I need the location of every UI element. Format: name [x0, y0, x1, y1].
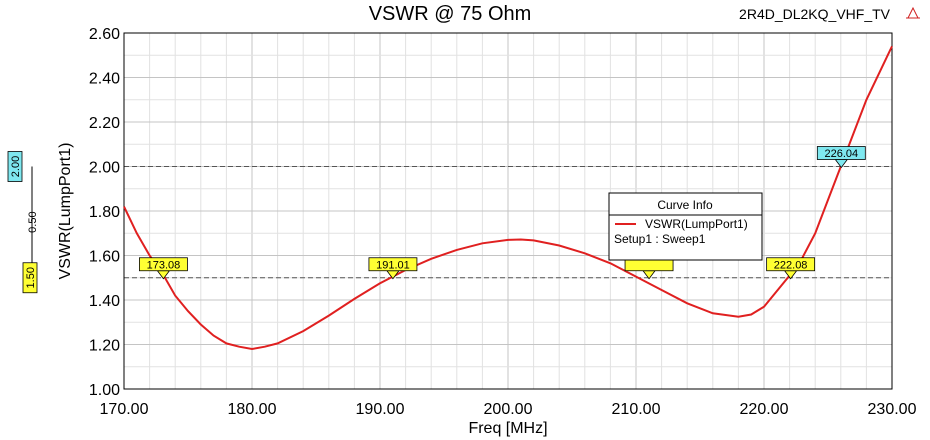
design-name: 2R4D_DL2KQ_VHF_TV	[739, 6, 891, 22]
x-tick-label: 220.00	[740, 401, 789, 418]
marker[interactable]: 226.04	[816, 146, 866, 169]
y-tick-label: 2.60	[89, 26, 120, 43]
marker-label-box	[139, 257, 188, 272]
marker-label: 222.08	[774, 259, 808, 271]
y-tick-label: 1.00	[89, 382, 120, 399]
grid	[124, 33, 892, 389]
delta-lower-box	[22, 262, 38, 294]
delta-indicator: 2.00 1.50 0.50	[7, 151, 39, 294]
y-tick-label: 1.40	[89, 293, 120, 310]
x-tick-label: 190.00	[356, 401, 405, 418]
x-tick-labels: 170.00 180.00 190.00 200.00 210.00 220.00 230.…	[100, 401, 917, 418]
delta-value-label: 0.50	[27, 211, 39, 232]
marker-label-box	[766, 257, 816, 272]
delta-lower-label: 1.50	[25, 267, 37, 288]
marker-label: 173.08	[147, 259, 181, 271]
y-tick-labels: 1.00 1.20 1.40 1.60 1.80 2.00 2.20 2.40 2.60	[89, 26, 120, 399]
delta-upper-label: 2.00	[10, 156, 22, 177]
marker-label-box	[368, 257, 418, 272]
y-tick-label: 2.40	[89, 71, 120, 88]
chart-title: VSWR @ 75 Ohm	[369, 3, 532, 25]
legend-setup: Setup1 : Sweep1	[614, 232, 706, 246]
y-tick-label: 1.60	[89, 249, 120, 266]
curve-info-legend[interactable]: Curve Info VSWR(LumpPort1) Setup1 : Swee…	[608, 192, 763, 261]
y-axis-label: VSWR(LumpPort1)	[57, 143, 74, 280]
marker[interactable]: 173.08	[139, 257, 188, 280]
legend-title: Curve Info	[657, 198, 713, 212]
marker-label: 226.04	[824, 148, 858, 160]
y-tick-label: 2.00	[89, 160, 120, 177]
x-tick-label: 200.00	[484, 401, 533, 418]
legend-trace-name: VSWR(LumpPort1)	[645, 217, 748, 231]
y-tick-label: 2.20	[89, 115, 120, 132]
y-tick-label: 1.80	[89, 204, 120, 221]
y-tick-label: 1.20	[89, 338, 120, 355]
x-tick-label: 230.00	[868, 401, 917, 418]
reference-lines	[124, 166, 892, 279]
delta-upper-box	[7, 151, 23, 182]
marker-label: 191.01	[376, 259, 410, 271]
marker-label-box	[816, 146, 866, 160]
marker[interactable]: 222.08	[766, 257, 816, 280]
x-tick-label: 180.00	[228, 401, 277, 418]
legend-box	[608, 192, 763, 261]
x-tick-label: 210.00	[612, 401, 661, 418]
plot-area	[123, 32, 893, 390]
marker[interactable]	[624, 257, 674, 280]
x-axis-label: Freq [MHz]	[468, 420, 547, 437]
marker-layer: 173.08 191.01 222.08 226.04	[139, 146, 866, 280]
marker[interactable]: 191.01	[368, 257, 418, 280]
ansys-logo-icon	[906, 6, 920, 19]
x-tick-label: 170.00	[100, 401, 149, 418]
